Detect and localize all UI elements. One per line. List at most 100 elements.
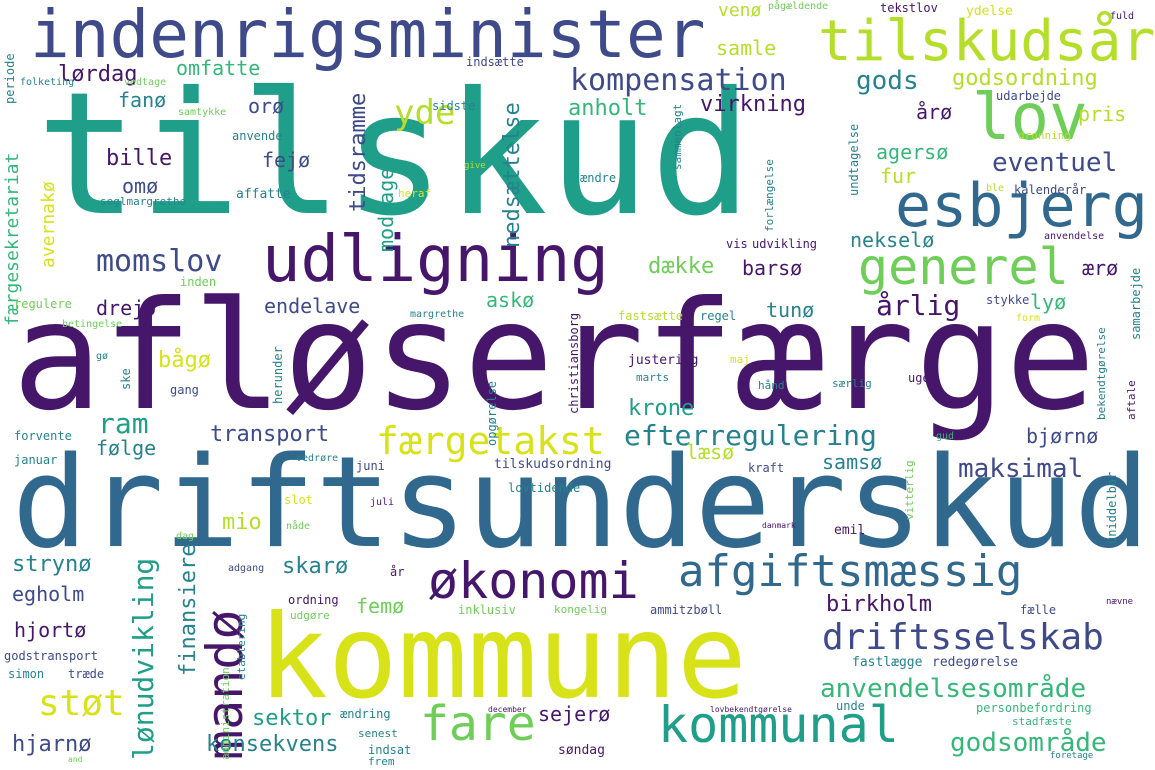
word-ble: ble [986,183,1005,194]
word-barso: barsø [742,256,803,280]
word-tilskudsordning: tilskudsordning [494,457,612,472]
word-fur: fur [880,164,917,188]
word-afloserfaerge: afløserfærge [12,270,1096,444]
word-tuno: tunø [766,298,815,322]
word-simon: simon [8,667,45,681]
word-ske: ske [119,368,133,390]
word-yde: yde [394,93,456,133]
word-ram: ram [98,407,149,440]
word-faelle: fælle [1020,603,1057,617]
word-samso: samsø [822,450,883,474]
word-udligning: udligning [262,223,609,297]
word-aaro: årø [916,100,953,124]
word-godsordning: godsordning [952,66,1098,91]
word-maksimal: maksimal [958,454,1084,484]
word-skaro: skarø [282,554,349,579]
word-nedsaettelse: nedsættelse [500,102,525,248]
word-fastlaegge: fastlægge [852,655,923,670]
word-nekselo: nekselø [850,228,935,252]
word-and: and [68,755,83,764]
word-udarbejde: udarbejde [996,89,1062,103]
word-sammenlagt: sammenlagt [671,103,684,170]
word-laeso: læsø [686,440,735,464]
word-kommunal: kommunal [658,696,899,754]
word-indsat: indsat [368,743,412,757]
word-afgiftsmaessig: afgiftsmæssig [678,546,1023,597]
word-inklusiv: inklusiv [458,603,516,617]
word-sektor: sektor [252,706,332,731]
word-affatte: affatte [236,187,291,202]
word-samarbejde: samarbejde [1129,267,1143,340]
word-esbjerg: esbjerg [895,171,1148,241]
word-inden: inden [180,275,217,289]
word-hjorto: hjortø [14,618,87,642]
word-aftale: aftale [1125,380,1138,420]
word-give: give [464,161,486,171]
word-kommune: kommune [258,590,747,725]
word-redegorelse: redegørelse [932,655,1019,670]
word-faergetakst: færgetakst [376,419,605,463]
word-umiddelbar: uniddelbar [1105,471,1119,544]
word-fastsaette: fastsætte [618,309,684,323]
word-bago: bågø [158,348,211,373]
word-juli: juli [370,497,395,508]
word-gods: gods [856,66,919,96]
word-konsekvens: konsekvens [206,732,339,757]
word-juni: juni [356,459,385,473]
word-sejero: sejerø [538,702,611,726]
word-marts: marts [636,371,670,384]
word-virkning: virkning [700,92,806,117]
word-opgorelse: opgørelse [485,380,499,446]
word-drejo: drejø [96,296,157,320]
word-indenrigsminister: indenrigsminister [30,0,706,73]
word-betingelse: betingelse [62,319,123,330]
word-asko: askø [486,288,535,312]
word-ordning: ordning [288,593,339,607]
word-pagaeldende: pågældende [768,1,829,12]
word-momslov: momslov [96,244,223,279]
word-stykke: stykke [986,293,1030,307]
word-transport: transport [210,422,330,447]
word-daekke: dække [648,254,715,279]
word-kraft: kraft [748,461,785,475]
word-lovtidende: lovtidende [508,481,581,495]
word-slot: slot [284,493,313,507]
word-lovbekendtgorelse: lovbekendtgørelse [710,705,792,714]
word-ydelse: ydelse [966,4,1013,19]
word-administration: administration [219,667,232,760]
word-egholm: egholm [12,582,85,606]
word-naevne: nævne [1106,597,1134,607]
word-samtykke: samtykke [178,107,227,118]
word-fare: fare [420,696,536,752]
word-christiansborg: christiansborg [567,312,581,414]
word-okonomi: økonomi [428,552,639,610]
word-go: gø [96,351,109,362]
word-agerso: agersø [876,140,949,164]
word-stadfaeste: stadfæste [1012,715,1072,728]
word-regulere: regulere [14,297,72,311]
word-justering: justering [628,353,699,368]
word-pris: pris [1078,102,1127,126]
word-uge: uge [908,371,930,385]
word-vedrore: vedrøre [296,453,339,464]
word-tidsramme: tidsramme [346,92,371,212]
word-fano: fanø [118,88,167,112]
word-mio: mio [222,510,262,535]
word-indsaette: indsætte [466,55,524,69]
word-frem: frem [368,755,395,768]
word-veno: venø [718,0,762,21]
word-lyo: lyø [1030,290,1067,314]
word-emil: emil [834,523,866,538]
word-haand: hånd [758,379,785,392]
word-maj: maj [730,353,750,366]
word-anvendelse: anvendelse [1044,231,1105,242]
word-naade: nåde [286,521,311,532]
word-traede: træde [68,667,105,681]
word-anholt: anholt [568,96,648,121]
word-personbefordring: personbefordring [976,701,1092,715]
word-etablering: etablering [235,613,248,680]
word-fejo: fejø [262,148,311,172]
word-kalenderar: kalenderår [1014,183,1087,197]
word-vedtage: vedtage [124,77,167,88]
